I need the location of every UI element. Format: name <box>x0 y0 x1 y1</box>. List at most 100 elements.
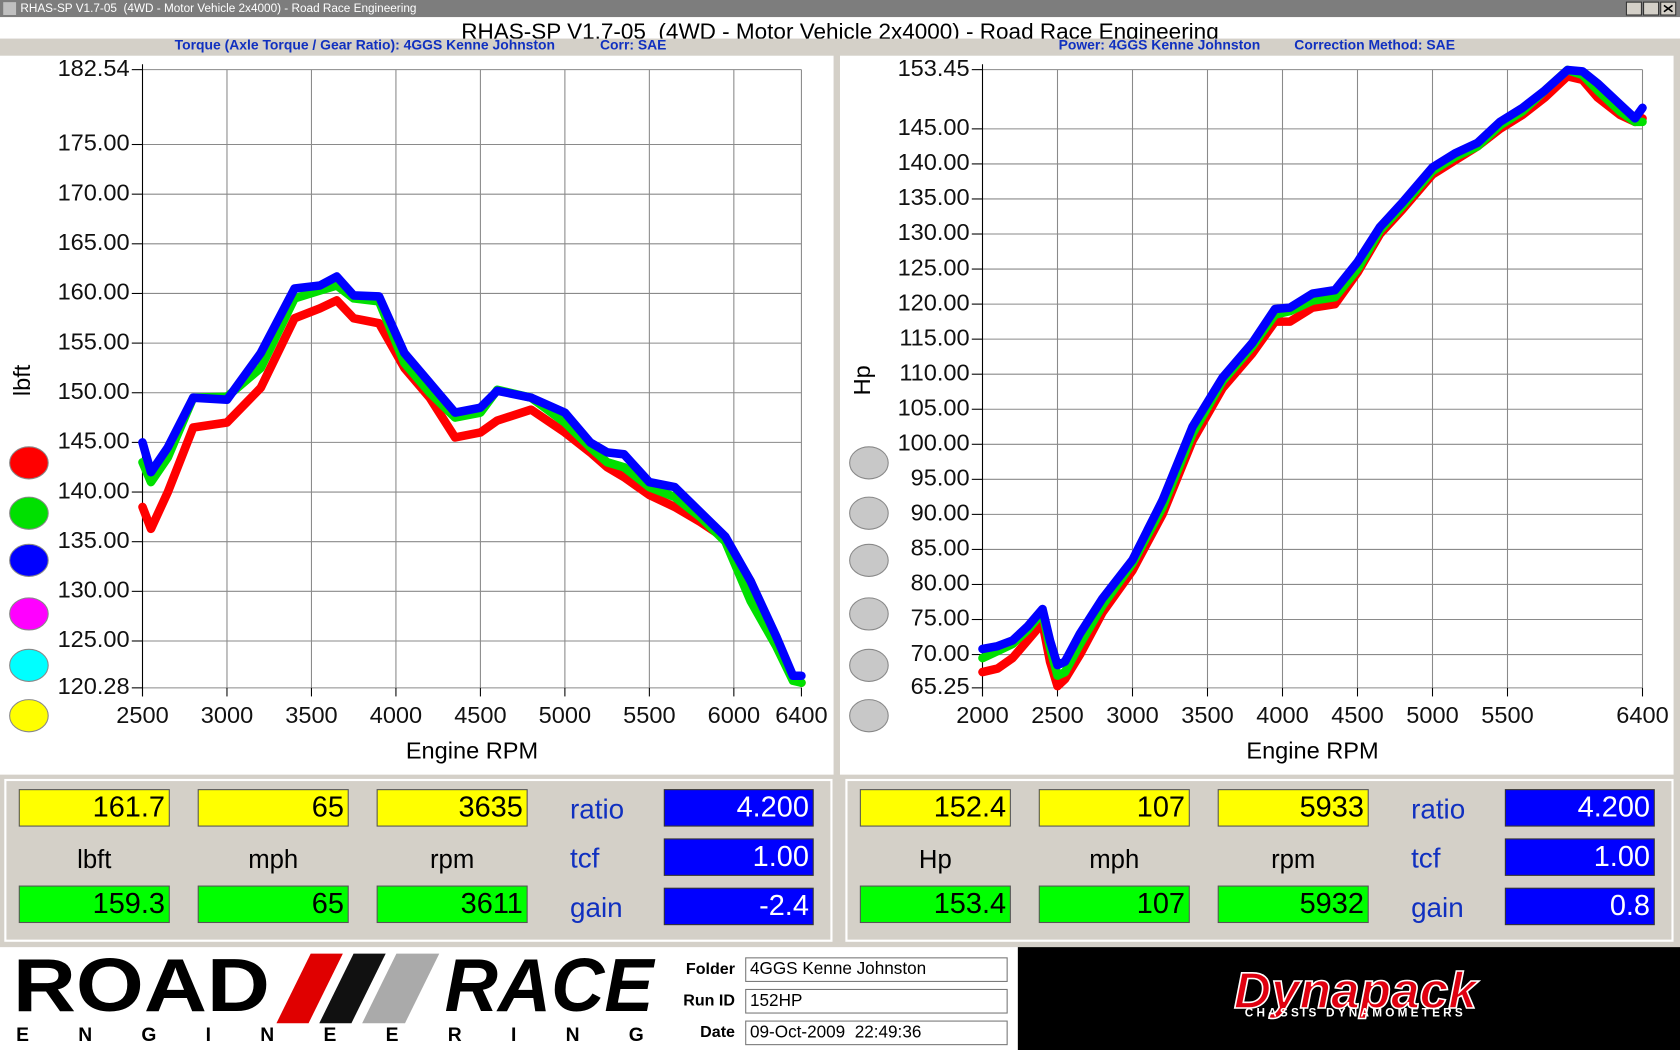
trace-toggle[interactable] <box>849 446 889 480</box>
cursor-value: 5932 <box>1300 888 1364 920</box>
y-tick-label: 170.00 <box>58 179 130 205</box>
chart-subtitle: Power: 4GGS Kenne Johnston <box>1059 37 1261 53</box>
y-axis-label: lbft <box>9 364 35 396</box>
window-title: RHAS-SP V1.7-05 (4WD - Motor Vehicle 2x4… <box>20 2 416 15</box>
cursor-value-box <box>18 789 170 827</box>
y-tick-label: 125.00 <box>58 626 130 652</box>
cursor-value: 107 <box>1137 792 1185 824</box>
logo-stripe <box>362 953 440 1024</box>
y-tick-label: 120.00 <box>898 289 970 315</box>
y-tick-label: 100.00 <box>898 430 970 456</box>
cursor-value: 3635 <box>459 792 523 824</box>
cursor-value: 161.7 <box>93 792 165 824</box>
y-tick-label: 175.00 <box>58 130 130 156</box>
trace-toggle[interactable] <box>9 597 49 631</box>
param-label: gain <box>1411 892 1464 923</box>
chart: Torque (Axle Torque / Gear Ratio): 4GGS … <box>9 37 828 764</box>
trace-toggle[interactable] <box>849 648 889 682</box>
trace-toggle[interactable] <box>849 699 889 733</box>
logo-stripe <box>319 953 386 1024</box>
y-tick-label: 153.45 <box>898 55 970 81</box>
cursor-value-box <box>859 789 1011 827</box>
trace-toggle[interactable] <box>9 446 49 480</box>
logo-engineering: ENGINEERING <box>16 1025 693 1046</box>
cursor-value: 65 <box>312 792 344 824</box>
window-controls <box>1625 1 1677 16</box>
trace-toggle[interactable] <box>9 648 49 682</box>
x-tick-label: 4000 <box>370 702 422 728</box>
y-tick-label: 120.28 <box>58 673 130 699</box>
app-icon <box>3 2 17 16</box>
y-tick-label: 145.00 <box>898 114 970 140</box>
brand: Dynapack <box>1234 961 1479 1019</box>
y-tick-label: 182.54 <box>58 55 130 81</box>
param-value: -2.4 <box>759 890 809 922</box>
x-axis-label: Engine RPM <box>406 737 538 763</box>
x-tick-label: 5500 <box>623 702 675 728</box>
unit-label: mph <box>248 846 298 874</box>
y-tick-label: 150.00 <box>58 378 130 404</box>
y-tick-label: 105.00 <box>898 394 970 420</box>
y-tick-label: 130.00 <box>898 219 970 245</box>
param-label: ratio <box>570 793 624 824</box>
x-tick-label: 4500 <box>454 702 506 728</box>
readout: 161.7 65 3635 lbft mph rpm 159.3 65 3611 ratio 4.2… <box>18 789 814 926</box>
trace-toggle[interactable] <box>9 699 49 733</box>
field-label: Date <box>700 1023 735 1041</box>
title-bar <box>0 0 1680 18</box>
param-label: tcf <box>570 843 600 874</box>
cursor-value: 5933 <box>1300 792 1364 824</box>
y-axis-label: Hp <box>849 365 875 395</box>
cursor-value-box <box>1038 789 1190 827</box>
chart: Power: 4GGS Kenne Johnston Correction Met… <box>849 37 1669 764</box>
chart-correction: Correction Method: SAE <box>1294 37 1455 53</box>
readout-panel <box>845 778 1674 942</box>
trace-toggle[interactable] <box>849 597 889 631</box>
y-tick-label: 110.00 <box>899 359 969 385</box>
trace-toggle[interactable] <box>9 496 49 530</box>
field-box <box>745 957 1008 982</box>
x-tick-label: 4500 <box>1331 702 1383 728</box>
heading: RHAS-SP V1.7-05 (4WD - Motor Vehicle 2x4… <box>461 19 1218 44</box>
param-value: 1.00 <box>1594 841 1650 873</box>
unit-label: rpm <box>430 846 474 874</box>
trace-line <box>138 272 806 681</box>
cursor-value-box <box>1217 885 1369 924</box>
y-tick-label: 130.00 <box>58 577 130 603</box>
logo-race: RACE <box>445 943 656 1027</box>
minimize-button[interactable] <box>1625 1 1642 16</box>
y-tick-label: 75.00 <box>911 605 970 631</box>
x-tick-label: 4000 <box>1256 702 1308 728</box>
param-value: 1.00 <box>753 841 809 873</box>
y-tick-label: 165.00 <box>58 229 130 255</box>
x-tick-label: 5500 <box>1481 702 1533 728</box>
maximize-button[interactable] <box>1643 1 1660 16</box>
brand-sub: CHASSIS DYNAMOMETERS <box>1245 1007 1466 1020</box>
chart-panel <box>0 55 834 775</box>
cursor-value-box <box>859 885 1011 924</box>
cursor-value: 107 <box>1137 888 1185 920</box>
cursor-value-box <box>376 885 528 924</box>
y-tick-label: 135.00 <box>898 184 970 210</box>
x-tick-label: 6400 <box>775 702 827 728</box>
trace-toggle[interactable] <box>9 543 49 577</box>
field-box <box>745 988 1008 1014</box>
chart-correction: Corr: SAE <box>600 37 666 53</box>
field-label: Folder <box>686 960 735 978</box>
chart-subtitle: Torque (Axle Torque / Gear Ratio): 4GGS … <box>175 37 555 53</box>
param-value: 4.200 <box>1578 792 1650 824</box>
y-tick-label: 160.00 <box>58 279 130 305</box>
field-value: 152HP <box>750 990 802 1010</box>
y-tick-label: 95.00 <box>911 465 970 491</box>
trace-toggle[interactable] <box>849 496 889 530</box>
field-box <box>745 1020 1008 1046</box>
cursor-value: 159.3 <box>93 888 165 920</box>
y-tick-label: 145.00 <box>58 428 130 454</box>
unit-label: rpm <box>1271 846 1315 874</box>
trace-toggle[interactable] <box>849 543 889 577</box>
x-tick-label: 5000 <box>539 702 591 728</box>
footer-right <box>1017 947 1680 1050</box>
x-tick-label: 6000 <box>708 702 760 728</box>
y-tick-label: 90.00 <box>911 500 970 526</box>
param-box <box>663 887 814 926</box>
